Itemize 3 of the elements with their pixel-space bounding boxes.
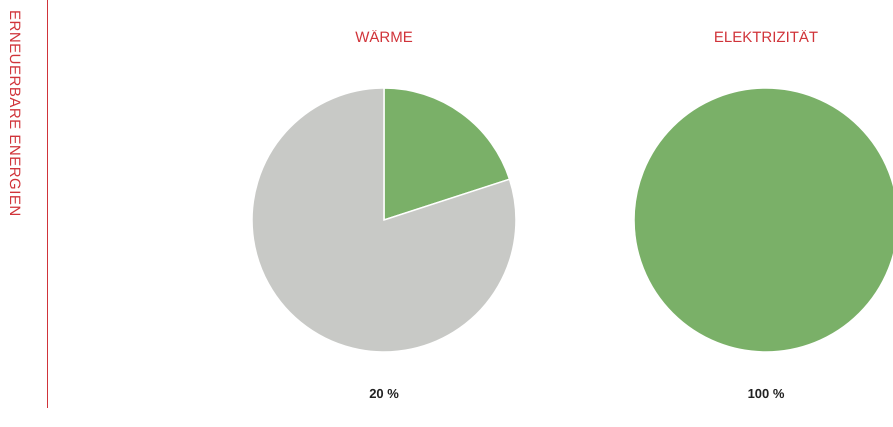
- text: 20 %: [369, 386, 400, 401]
- text: ERNEUERBARE ENERGIEN: [6, 10, 23, 217]
- text: 100 %: [748, 386, 785, 401]
